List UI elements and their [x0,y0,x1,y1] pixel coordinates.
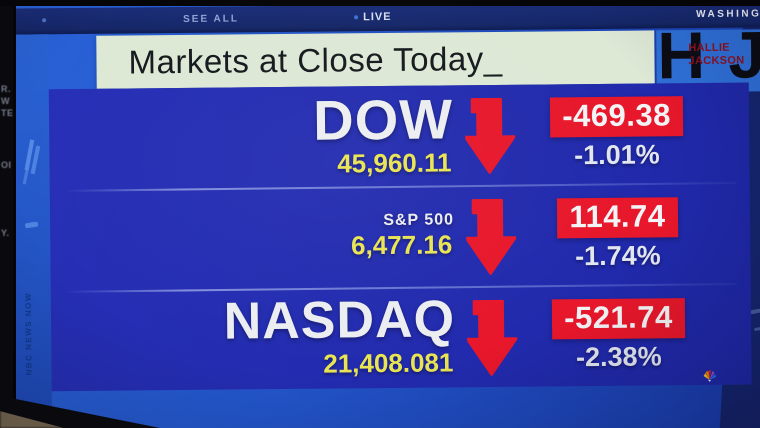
background-text-fragment: Y. [1,228,10,238]
monitor-bezel-top [0,0,760,6]
change-block: -469.38 -1.01% [529,96,705,172]
change-value-badge: 114.74 [557,197,678,239]
index-block: DOW 45,960.11 [49,87,454,183]
change-percent: -1.74% [574,240,661,272]
change-block: -521.74 -2.38% [531,297,707,374]
down-arrow-icon [461,94,520,177]
index-name: NASDAQ [223,290,456,352]
market-row-dow: DOW 45,960.11 -469.38 -1.01% [49,83,750,190]
background-text-fragment: W [1,96,10,106]
index-block: NASDAQ 21,408.081 [51,290,456,382]
headline-banner: Markets at Close Today_ [96,30,655,89]
page-title: Markets at Close Today_ [128,39,503,80]
glare-dash-icon [750,309,760,315]
index-value: 45,960.11 [337,147,452,179]
index-name: S&P 500 [383,211,455,229]
monitor-screen: SEE ALL LIVE WASHINGTON NBC NEWS NO [13,5,760,428]
down-arrow-icon [462,195,521,278]
change-percent: -1.01% [573,139,660,171]
peacock-logo-icon [703,369,717,382]
index-block: S&P 500 6,477.16 [50,211,455,264]
index-name: DOW [312,87,454,152]
background-text-fragment: R. [1,84,11,94]
see-all-button[interactable]: SEE ALL [183,13,240,25]
host-first-name: HALLIE [688,41,730,55]
background-text-fragment: TE [1,108,14,118]
change-value-badge: -469.38 [550,96,684,138]
live-label: LIVE [363,10,392,24]
market-row-sp500: S&P 500 6,477.16 114.74 -1.74% [50,183,751,290]
index-value: 6,477.16 [350,229,453,261]
change-value-badge: -521.74 [551,297,685,340]
strip-dash-icon [24,221,39,229]
change-block: 114.74 -1.74% [530,197,706,273]
glare-dash-icon [754,327,760,331]
index-value: 21,408.081 [323,347,454,379]
network-name-vertical: NBC NEWS NOW [23,292,34,376]
background-text-fragment: OI [1,160,12,170]
markets-board: DOW 45,960.11 -469.38 -1.01% S&P 500 6,4… [48,82,752,392]
peacock-feathers-icon [22,139,41,185]
host-name: HALLIE JACKSON [688,42,744,68]
live-dot-icon [354,15,359,20]
down-arrow-icon [463,295,522,378]
live-indicator: LIVE [354,11,392,23]
host-last-name: JACKSON [688,54,745,67]
change-percent: -2.38% [575,341,662,372]
nav-dot-icon [42,18,47,23]
location-label: WASHINGTON [696,8,760,21]
network-side-strip: NBC NEWS NOW [16,34,53,428]
market-row-nasdaq: NASDAQ 21,408.081 -521.74 -2.38% [51,284,752,391]
